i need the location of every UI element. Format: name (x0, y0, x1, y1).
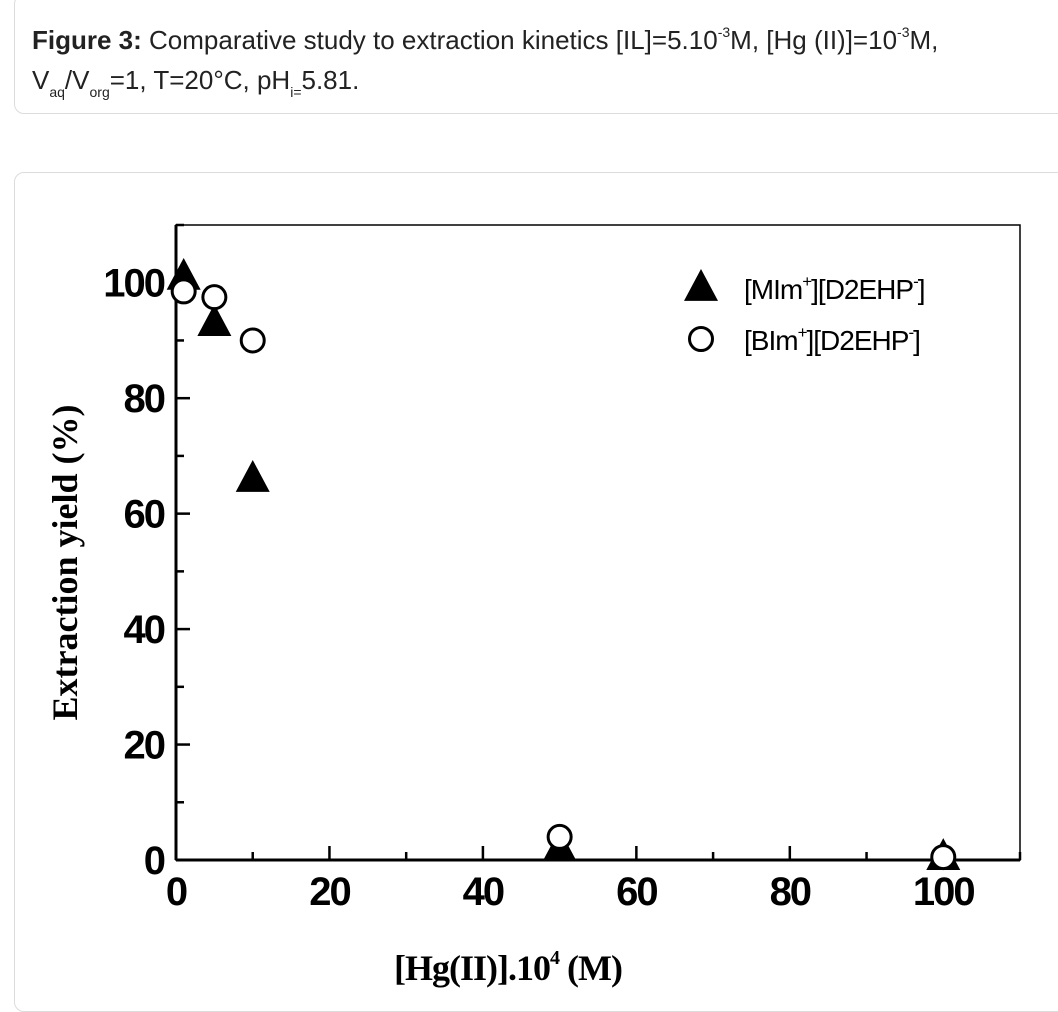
caption-text: =1, T=20°C, pH (109, 65, 291, 95)
legend: [MIm+][D2EHP-] [BIm+][D2EHP-] (684, 269, 926, 356)
data-point-circle (170, 278, 197, 305)
data-point-circle (201, 284, 228, 311)
figure-caption: Figure 3: Comparative study to extractio… (32, 20, 1058, 100)
x-tick-label: 0 (166, 870, 187, 914)
legend-label: [MIm+][D2EHP-] (744, 272, 925, 305)
caption-sub: aq (49, 84, 65, 100)
caption-sub: org (89, 84, 110, 100)
x-tick-label: 40 (463, 870, 504, 914)
data-point-triangle (235, 460, 270, 492)
axis-labels: Extraction yield (%) [Hg(II)].104 (M) (45, 405, 623, 988)
legend-marker-circle (688, 326, 714, 352)
caption-sub: i= (290, 84, 302, 100)
caption-text: /V (64, 65, 90, 95)
x-axis-label: [Hg(II)].104 (M) (394, 947, 622, 988)
caption-box (14, 0, 1058, 114)
caption-sup: -3 (897, 24, 910, 40)
y-tick-label: 40 (124, 608, 165, 652)
axes-layer: 0 20 40 60 80 100 0 20 40 60 80 100 (103, 223, 1022, 914)
y-tick-label: 100 (103, 262, 164, 306)
data-point-circle (239, 327, 266, 354)
caption-text: V (32, 65, 50, 95)
x-tick-label: 20 (309, 870, 350, 914)
y-tick-label: 0 (144, 839, 165, 883)
caption-label: Figure 3: (32, 25, 142, 55)
caption-text: Comparative study to extraction kinetics… (141, 25, 718, 55)
marks-layer (166, 257, 961, 871)
y-axis-label: Extraction yield (%) (45, 405, 85, 721)
x-tick-label: 80 (770, 870, 811, 914)
caption-text: M, [Hg (II)]=10 (730, 25, 898, 55)
plot-frame (175, 224, 1021, 861)
data-point-circle (546, 823, 573, 850)
caption-text: 5.81. (301, 65, 360, 95)
legend-label: [BIm+][D2EHP-] (744, 323, 920, 356)
caption-sup: -3 (717, 24, 731, 40)
figure-box (14, 172, 1058, 1012)
caption-text: M, (909, 25, 939, 55)
legend-marker-triangle (684, 269, 718, 301)
y-tick-label: 20 (124, 724, 165, 768)
data-point-triangle (197, 304, 232, 336)
x-tick-label: 100 (913, 870, 974, 914)
y-tick-label: 80 (124, 377, 165, 421)
y-tick-label: 60 (124, 493, 165, 537)
data-point-circle (930, 844, 957, 871)
x-tick-label: 60 (616, 870, 657, 914)
